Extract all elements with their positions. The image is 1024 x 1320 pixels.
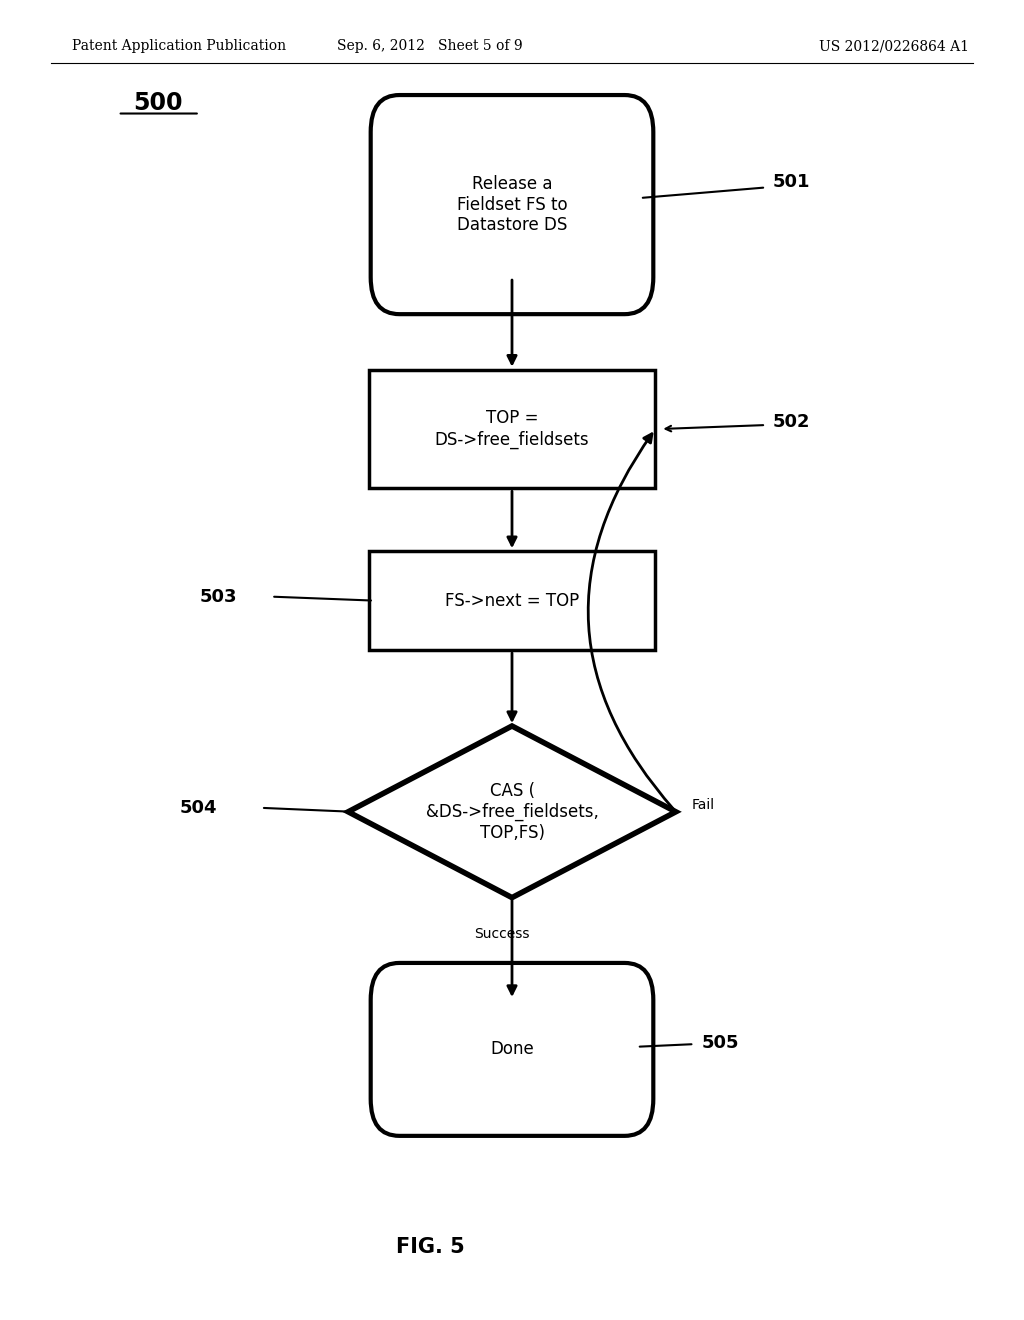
Text: 501: 501 [773,173,811,191]
Polygon shape [348,726,676,898]
Text: 503: 503 [200,587,238,606]
Text: 500: 500 [133,91,182,115]
Text: FS->next = TOP: FS->next = TOP [444,591,580,610]
Text: Sep. 6, 2012   Sheet 5 of 9: Sep. 6, 2012 Sheet 5 of 9 [337,40,523,53]
FancyBboxPatch shape [371,95,653,314]
Text: Success: Success [474,927,529,941]
Bar [369,370,655,488]
Text: Done: Done [490,1040,534,1059]
Text: Release a
Fieldset FS to
Datastore DS: Release a Fieldset FS to Datastore DS [457,174,567,235]
Text: 502: 502 [773,413,811,432]
FancyBboxPatch shape [371,964,653,1135]
Text: CAS (
&DS->free_fieldsets,
TOP,FS): CAS ( &DS->free_fieldsets, TOP,FS) [426,781,598,842]
Text: FIG. 5: FIG. 5 [395,1237,465,1258]
Text: US 2012/0226864 A1: US 2012/0226864 A1 [819,40,969,53]
Text: Patent Application Publication: Patent Application Publication [72,40,286,53]
Text: 504: 504 [179,799,217,817]
Text: 505: 505 [701,1034,739,1052]
Bar [369,552,655,649]
Text: TOP =
DS->free_fieldsets: TOP = DS->free_fieldsets [434,409,590,449]
Text: Fail: Fail [691,799,715,812]
